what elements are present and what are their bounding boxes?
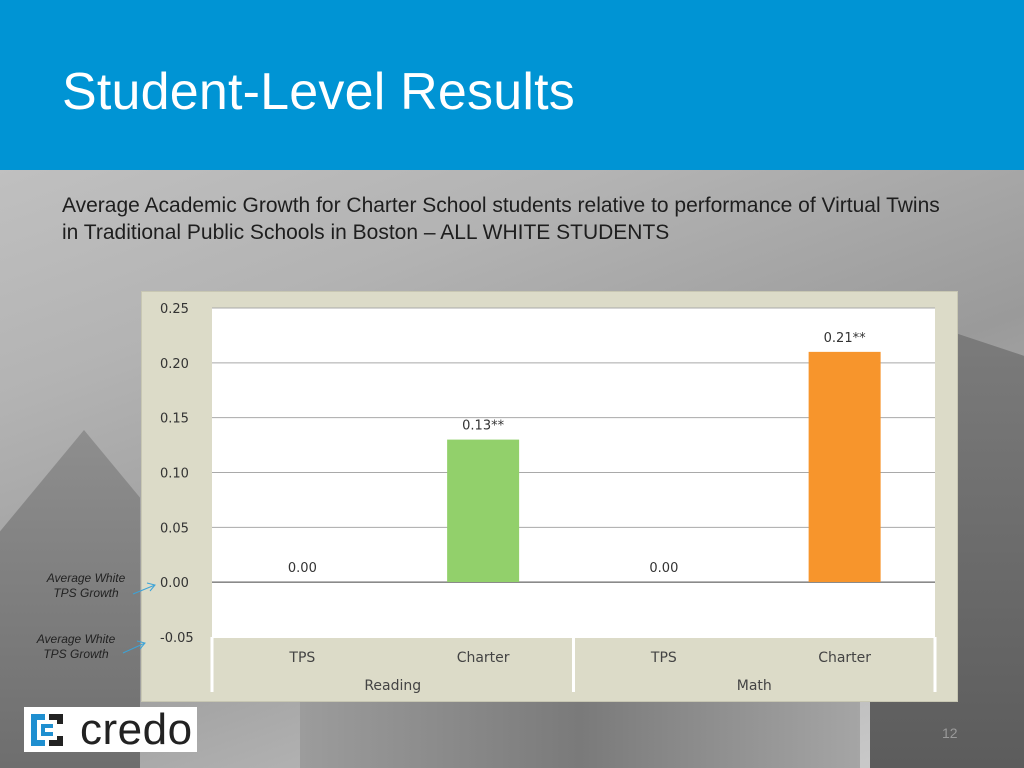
y-tick-label: 0.20 <box>160 357 189 372</box>
x-category-label: Charter <box>457 650 510 666</box>
x-category-label: TPS <box>650 650 677 666</box>
y-tick-label: 0.10 <box>160 467 189 482</box>
y-tick-label: -0.05 <box>160 631 194 646</box>
y-tick-label: 0.05 <box>160 521 189 536</box>
annotation-arrow <box>122 642 146 654</box>
y-tick-label: 0.15 <box>160 412 189 427</box>
data-label: 0.00 <box>649 561 678 576</box>
data-label: 0.13** <box>462 419 504 434</box>
annotation-label: Average White TPS Growth <box>36 632 116 661</box>
logo-wordmark: credo <box>80 705 193 754</box>
page-number: 12 <box>942 725 958 741</box>
credo-logo: credo <box>24 705 197 754</box>
bar <box>447 439 520 582</box>
slide-header: Student-Level Results <box>0 0 1024 170</box>
chart-frame: 0.25 0.20 0.15 0.10 0.05 0.00 -0.05 0.00 0.13**… <box>141 291 958 702</box>
x-group-label: Math <box>737 678 772 694</box>
y-tick-label: 0.25 <box>160 302 189 317</box>
annotation-arrowhead <box>136 640 146 650</box>
y-tick-label: 0.00 <box>160 576 189 591</box>
data-label: 0.21** <box>824 331 866 346</box>
slide-title: Student-Level Results <box>62 63 575 121</box>
annotation-arrow <box>132 584 156 595</box>
background-shape <box>300 700 860 768</box>
x-category-label: Charter <box>818 650 871 666</box>
annotation-label: Average White TPS Growth <box>46 571 126 600</box>
credo-logo-icon <box>31 714 63 746</box>
x-category-label: TPS <box>288 650 315 666</box>
annotation-arrowhead <box>146 582 156 592</box>
slide-subtitle: Average Academic Growth for Charter Scho… <box>62 194 940 244</box>
bar <box>808 351 881 582</box>
data-label: 0.00 <box>288 561 317 576</box>
x-group-label: Reading <box>364 678 421 694</box>
bar-chart: 0.25 0.20 0.15 0.10 0.05 0.00 -0.05 0.00 0.13**… <box>160 302 937 694</box>
